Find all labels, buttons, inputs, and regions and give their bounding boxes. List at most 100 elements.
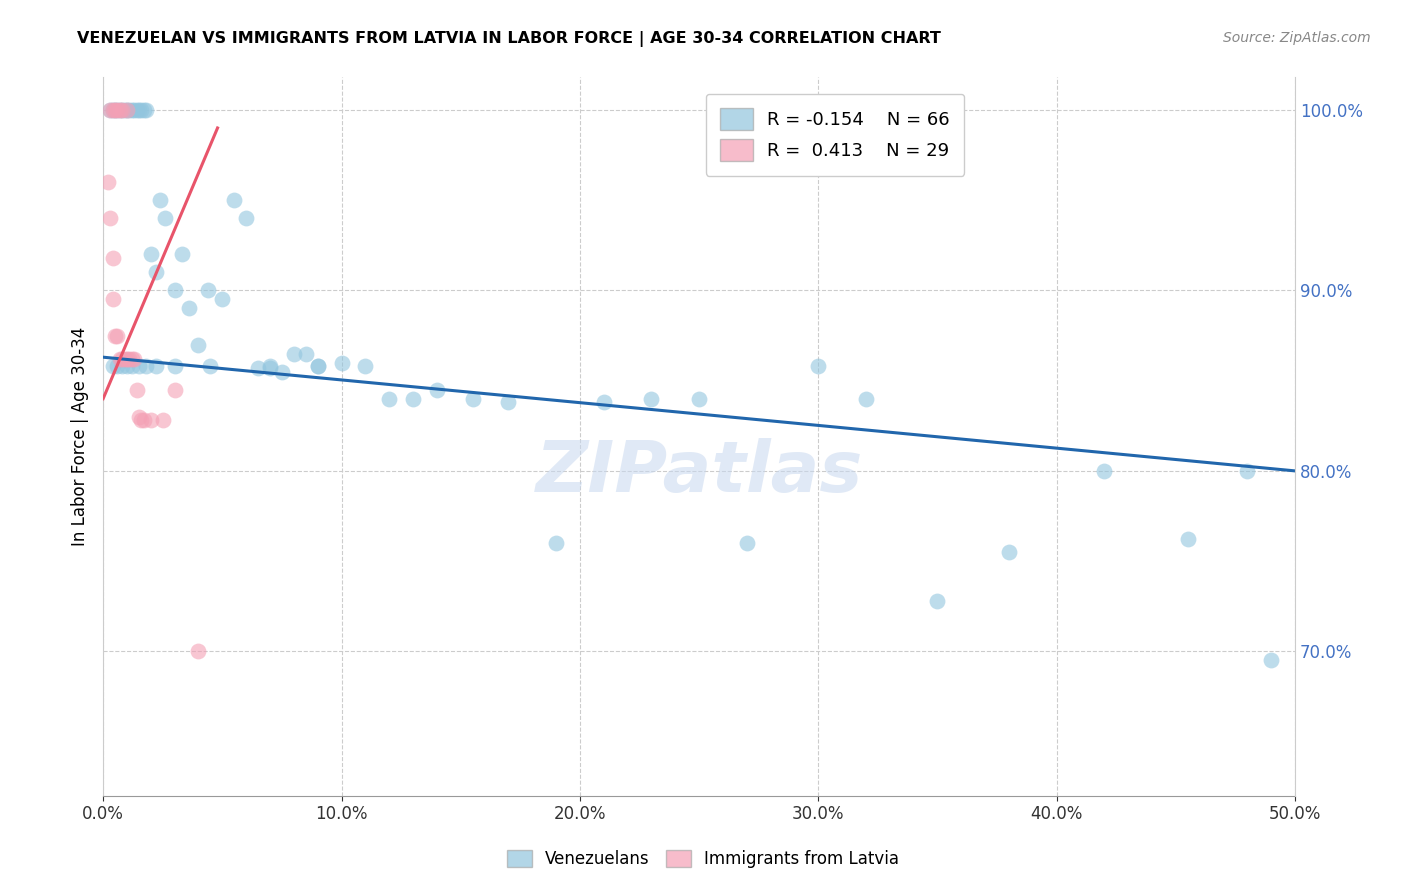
Point [111, 359, 134, 374]
Point [135, 359, 157, 374]
Point [735, 536, 758, 550]
Point [98, 103, 121, 117]
Point [378, 392, 401, 406]
Point [125, 103, 148, 117]
Legend: R = -0.154    N = 66, R =  0.413    N = 29: R = -0.154 N = 66, R = 0.413 N = 29 [706, 94, 965, 176]
Point [211, 293, 233, 307]
Point [107, 328, 129, 343]
Point [1260, 653, 1282, 667]
Point [197, 284, 219, 298]
Point [307, 359, 329, 374]
Point [121, 103, 143, 117]
Point [118, 351, 141, 366]
Point [108, 351, 131, 366]
Point [122, 351, 145, 366]
Point [592, 395, 614, 409]
Point [544, 536, 567, 550]
Point [145, 359, 167, 374]
Point [111, 103, 134, 117]
Point [115, 359, 138, 374]
Point [153, 211, 176, 226]
Point [224, 193, 246, 207]
Point [101, 103, 124, 117]
Point [294, 346, 316, 360]
Point [807, 359, 830, 374]
Point [98, 211, 121, 226]
Point [200, 359, 222, 374]
Point [163, 359, 186, 374]
Point [114, 351, 136, 366]
Point [111, 351, 134, 366]
Point [330, 356, 353, 370]
Point [152, 413, 174, 427]
Point [114, 103, 136, 117]
Y-axis label: In Labor Force | Age 30-34: In Labor Force | Age 30-34 [72, 327, 89, 546]
Point [118, 103, 141, 117]
Point [163, 383, 186, 397]
Point [125, 383, 148, 397]
Point [461, 392, 484, 406]
Point [122, 103, 145, 117]
Point [107, 103, 129, 117]
Point [121, 351, 143, 366]
Point [135, 103, 157, 117]
Point [129, 413, 152, 427]
Point [139, 247, 162, 261]
Point [132, 413, 155, 427]
Point [498, 395, 520, 409]
Point [98, 103, 121, 117]
Point [132, 103, 155, 117]
Point [307, 359, 329, 374]
Point [259, 361, 281, 376]
Point [139, 413, 162, 427]
Point [247, 361, 270, 376]
Point [108, 103, 131, 117]
Point [163, 284, 186, 298]
Point [177, 301, 200, 316]
Point [283, 346, 305, 360]
Text: VENEZUELAN VS IMMIGRANTS FROM LATVIA IN LABOR FORCE | AGE 30-34 CORRELATION CHAR: VENEZUELAN VS IMMIGRANTS FROM LATVIA IN … [77, 31, 941, 47]
Point [855, 392, 877, 406]
Point [101, 293, 124, 307]
Point [402, 392, 425, 406]
Point [128, 103, 150, 117]
Point [97, 175, 120, 189]
Point [1092, 464, 1115, 478]
Point [688, 392, 710, 406]
Point [101, 251, 124, 265]
Point [426, 383, 449, 397]
Point [104, 103, 127, 117]
Point [998, 545, 1021, 559]
Point [104, 328, 127, 343]
Point [115, 103, 138, 117]
Point [129, 103, 152, 117]
Point [927, 594, 949, 608]
Point [187, 337, 209, 351]
Point [259, 359, 281, 374]
Point [107, 103, 129, 117]
Point [107, 359, 129, 374]
Point [187, 644, 209, 658]
Legend: Venezuelans, Immigrants from Latvia: Venezuelans, Immigrants from Latvia [501, 843, 905, 875]
Point [145, 265, 167, 279]
Point [1236, 464, 1258, 478]
Point [640, 392, 662, 406]
Point [111, 103, 134, 117]
Point [149, 193, 172, 207]
Point [108, 103, 131, 117]
Text: Source: ZipAtlas.com: Source: ZipAtlas.com [1223, 31, 1371, 45]
Point [128, 409, 150, 424]
Point [235, 211, 257, 226]
Point [104, 103, 127, 117]
Point [101, 359, 124, 374]
Point [128, 359, 150, 374]
Point [170, 247, 193, 261]
Text: ZIPatlas: ZIPatlas [536, 438, 863, 507]
Point [1177, 533, 1199, 547]
Point [115, 103, 138, 117]
Point [115, 351, 138, 366]
Point [354, 359, 377, 374]
Point [101, 103, 124, 117]
Point [271, 365, 294, 379]
Point [121, 359, 143, 374]
